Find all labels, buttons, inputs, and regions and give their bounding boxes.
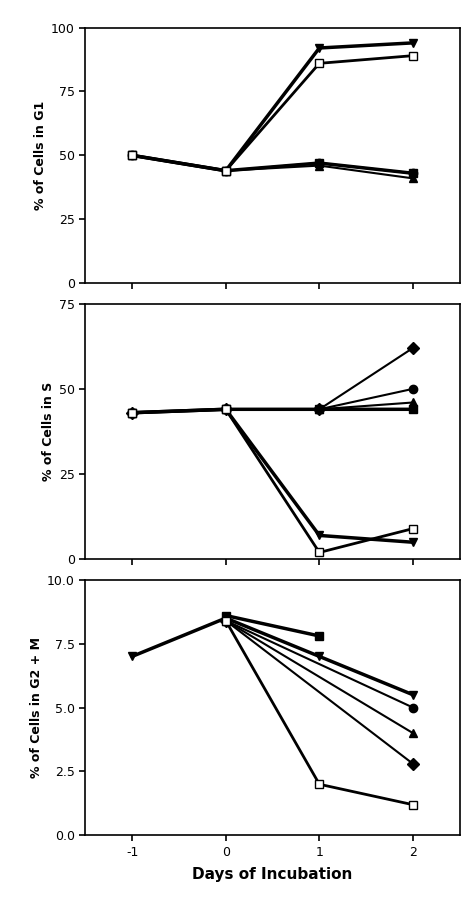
X-axis label: Days of Incubation: Days of Incubation: [192, 868, 353, 882]
Y-axis label: % of Cells in G1: % of Cells in G1: [34, 101, 47, 210]
Y-axis label: % of Cells in G2 + M: % of Cells in G2 + M: [30, 637, 43, 778]
Y-axis label: % of Cells in S: % of Cells in S: [42, 382, 55, 481]
